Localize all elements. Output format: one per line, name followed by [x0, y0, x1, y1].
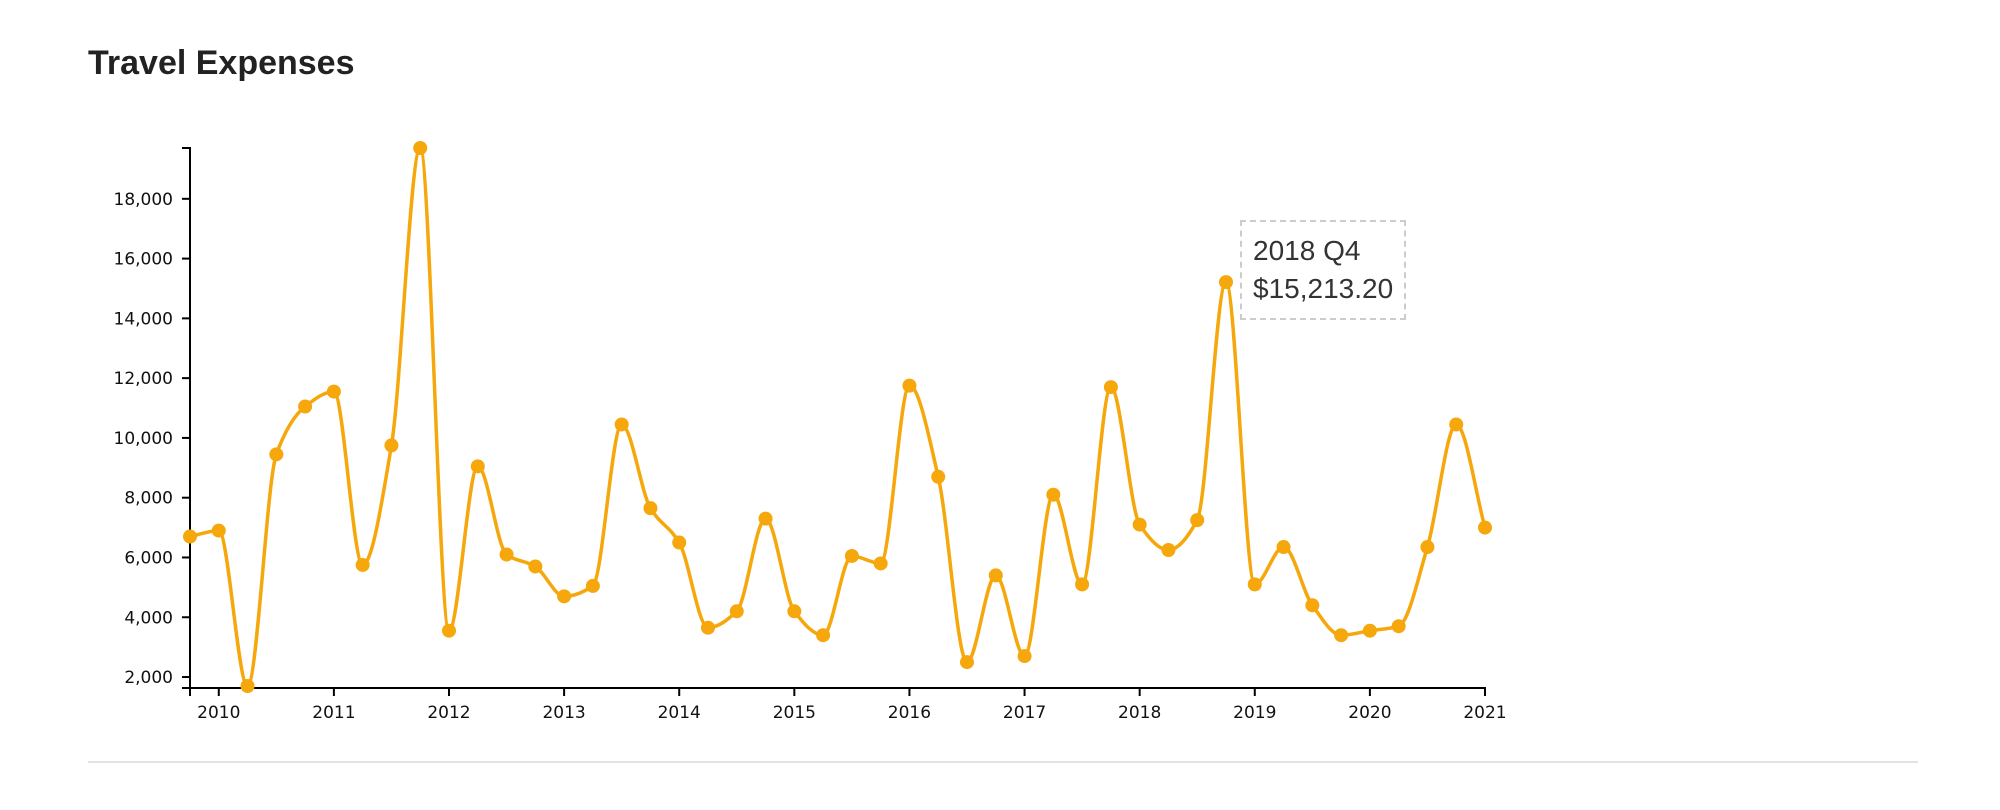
- data-point[interactable]: [701, 620, 715, 635]
- x-tick-label: 2017: [1003, 703, 1046, 723]
- data-point[interactable]: [1017, 649, 1032, 664]
- data-point[interactable]: [816, 628, 831, 643]
- x-tick-label: 2018: [1118, 703, 1161, 723]
- data-point[interactable]: [988, 568, 1003, 583]
- x-tick-label: 2012: [427, 703, 470, 723]
- data-point[interactable]: [442, 623, 456, 638]
- data-point[interactable]: [183, 529, 197, 544]
- data-point[interactable]: [1478, 520, 1492, 535]
- data-point[interactable]: [1132, 517, 1147, 532]
- data-point[interactable]: [1449, 417, 1464, 432]
- x-tick-label: 2016: [888, 703, 931, 723]
- chart-title: Travel Expenses: [88, 44, 355, 82]
- y-tick-label: 16,000: [114, 250, 173, 270]
- data-point[interactable]: [1391, 619, 1406, 634]
- x-tick-label: 2013: [542, 703, 585, 723]
- y-tick-label: 2,000: [124, 668, 173, 688]
- data-point[interactable]: [269, 447, 284, 462]
- data-point[interactable]: [787, 604, 802, 619]
- data-point[interactable]: [1334, 628, 1349, 643]
- y-tick-label: 4,000: [124, 608, 173, 628]
- data-point[interactable]: [413, 141, 428, 155]
- y-axis-line: [182, 147, 191, 689]
- y-tick-label: 18,000: [114, 190, 173, 210]
- y-tick-label: 12,000: [114, 369, 173, 389]
- x-tick-label: 2011: [312, 703, 355, 723]
- data-point[interactable]: [1046, 487, 1061, 502]
- y-tick-label: 14,000: [114, 309, 173, 329]
- tooltip-value: $15,213.20: [1253, 273, 1394, 304]
- data-point[interactable]: [211, 523, 226, 538]
- travel-expenses-line: [189, 146, 1487, 688]
- tooltip-period: 2018 Q4: [1253, 235, 1361, 266]
- data-point[interactable]: [470, 459, 485, 474]
- y-tick-label: 10,000: [114, 429, 173, 449]
- data-point[interactable]: [585, 578, 600, 593]
- data-point[interactable]: [298, 399, 313, 414]
- data-point[interactable]: [528, 559, 543, 574]
- data-point[interactable]: [384, 438, 399, 453]
- x-axis-line: [189, 687, 1486, 696]
- data-points: [183, 141, 1492, 693]
- data-point[interactable]: [557, 589, 572, 604]
- data-point[interactable]: [1247, 577, 1262, 592]
- data-point[interactable]: [1219, 275, 1233, 290]
- data-point[interactable]: [614, 417, 629, 432]
- y-axis: 2,000 4,000 6,000 8,000 10,000 12,000 14,000 16…: [114, 147, 191, 689]
- data-tooltip: 2018 Q4 $15,213.20: [1240, 220, 1407, 320]
- x-tick-label: 2020: [1348, 703, 1391, 723]
- data-point[interactable]: [240, 679, 255, 693]
- x-tick-label: 2015: [773, 703, 816, 723]
- data-point[interactable]: [844, 548, 859, 563]
- data-point[interactable]: [1103, 380, 1118, 395]
- data-point[interactable]: [643, 501, 658, 516]
- y-tick-label: 6,000: [124, 548, 173, 568]
- data-point[interactable]: [1362, 623, 1377, 638]
- data-point[interactable]: [873, 556, 888, 571]
- data-point[interactable]: [1075, 577, 1090, 592]
- data-point[interactable]: [1305, 598, 1320, 613]
- data-point[interactable]: [1276, 540, 1291, 555]
- data-point[interactable]: [499, 547, 514, 562]
- data-point[interactable]: [729, 604, 744, 619]
- section-divider: [88, 761, 1918, 763]
- data-point[interactable]: [326, 384, 341, 399]
- data-point[interactable]: [672, 535, 687, 550]
- y-tick-label: 8,000: [124, 489, 173, 509]
- data-point[interactable]: [902, 378, 917, 393]
- data-point[interactable]: [1420, 540, 1435, 555]
- x-axis: 2010 2011 2012 2013 2014 2015 2016 2017 2018 2019…: [189, 687, 1507, 723]
- x-tick-label: 2021: [1463, 703, 1506, 723]
- x-tick-label: 2010: [197, 703, 240, 723]
- data-point[interactable]: [931, 469, 946, 484]
- x-tick-label: 2014: [658, 703, 701, 723]
- data-point[interactable]: [1190, 513, 1205, 528]
- data-point[interactable]: [960, 655, 974, 670]
- x-tick-label: 2019: [1233, 703, 1276, 723]
- data-point[interactable]: [758, 511, 773, 526]
- data-point[interactable]: [1161, 543, 1176, 558]
- data-point[interactable]: [355, 557, 370, 572]
